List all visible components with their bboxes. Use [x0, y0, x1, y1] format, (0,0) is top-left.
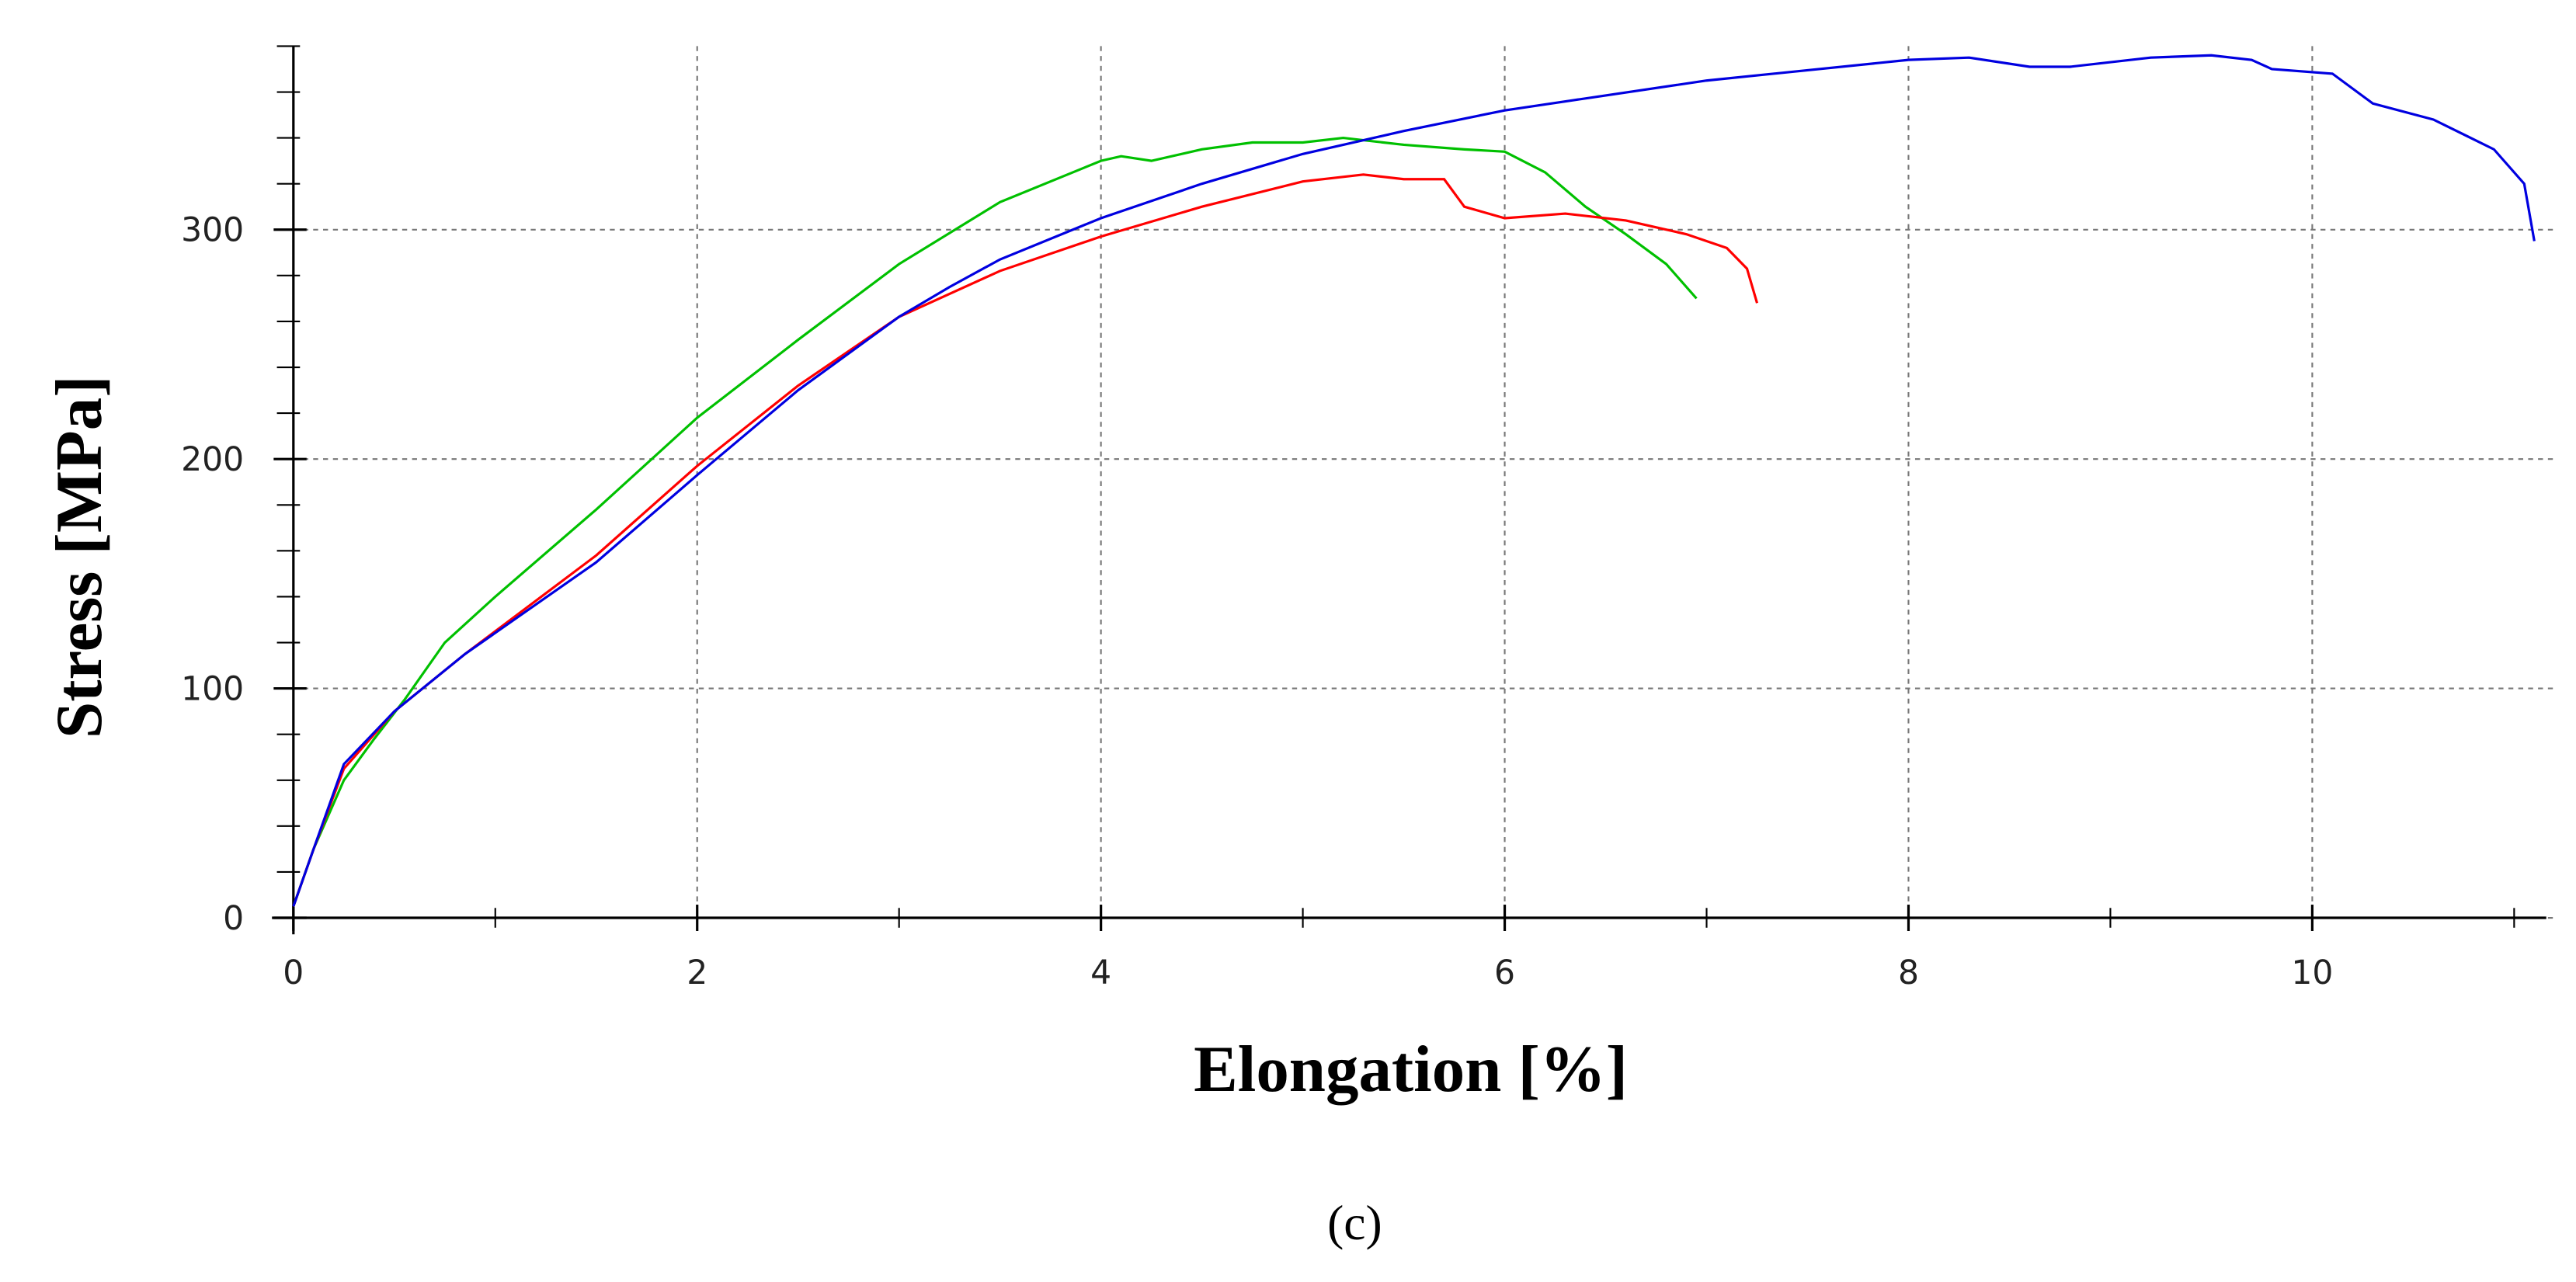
y-tick-label: 200	[181, 441, 244, 479]
x-tick-label: 6	[1494, 954, 1515, 992]
x-tick-label: 2	[687, 954, 707, 992]
x-tick-label: 0	[283, 954, 304, 992]
x-tick-label: 4	[1090, 954, 1111, 992]
x-axis-label: Elongation [%]	[1194, 1033, 1628, 1106]
x-tick-label: 10	[2291, 954, 2333, 992]
series-line	[292, 54, 2536, 907]
series-line	[292, 173, 1759, 907]
caption: (c)	[1327, 1195, 1382, 1250]
y-tick-label: 100	[181, 670, 244, 708]
series-line	[292, 136, 1698, 907]
y-tick-label: 0	[223, 900, 244, 938]
y-tick-label: 300	[181, 212, 244, 250]
x-tick-label: 8	[1898, 954, 1919, 992]
y-axis-label: Stress [MPa]	[43, 376, 116, 738]
